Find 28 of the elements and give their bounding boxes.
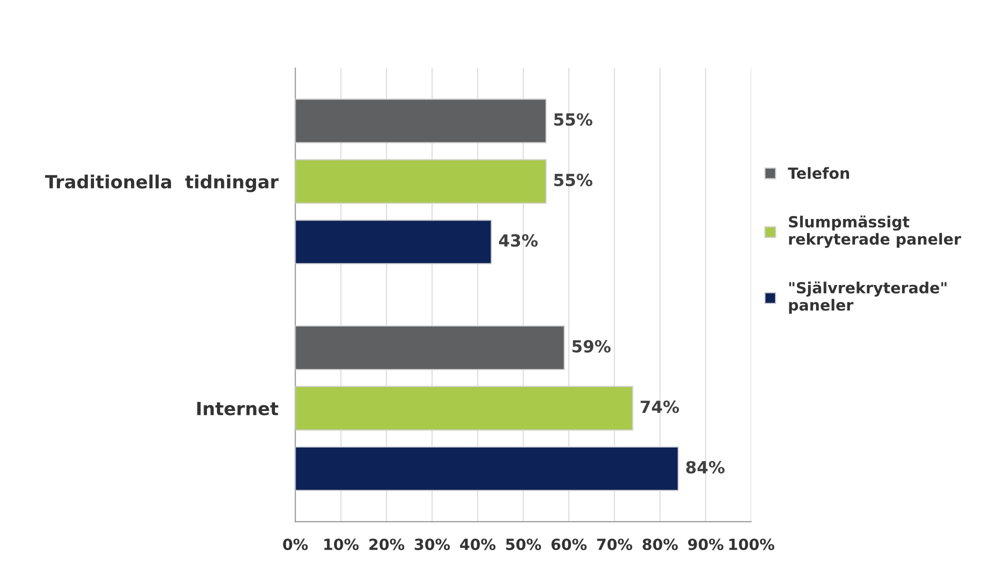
data-label: 74% <box>640 400 679 414</box>
data-label: 43% <box>499 234 538 247</box>
legend-label: Slumpmässigt rekryterade paneler <box>788 216 962 248</box>
data-label: 55% <box>554 174 592 186</box>
x-tick-label: 100% <box>729 538 774 550</box>
x-tick-label: 30% <box>414 538 450 550</box>
bar <box>295 325 565 370</box>
data-label: 55% <box>554 113 592 126</box>
y-tick-label: Internet <box>197 402 278 416</box>
y-tick-label: Traditionella tidningar <box>45 174 279 192</box>
x-tick-label: 40% <box>460 538 496 550</box>
x-tick-label: 90% <box>688 538 724 550</box>
x-tick-label: 70% <box>597 538 632 550</box>
x-tick-label: 0% <box>283 538 308 550</box>
legend-label: "Självrekryterade" paneler <box>789 281 946 314</box>
bar <box>295 220 492 264</box>
data-label: 59% <box>572 340 611 353</box>
x-tick-label: 80% <box>642 538 678 550</box>
x-tick-label: 50% <box>506 538 542 550</box>
bar <box>295 446 679 492</box>
x-tick-label: 60% <box>551 538 587 550</box>
x-tick-label: 10% <box>324 538 359 550</box>
data-label: 84% <box>686 460 725 474</box>
legend-label: Telefon <box>788 167 850 179</box>
bar <box>295 98 547 144</box>
x-tick-label: 20% <box>369 538 404 550</box>
bar <box>295 159 547 204</box>
bar <box>295 386 634 431</box>
